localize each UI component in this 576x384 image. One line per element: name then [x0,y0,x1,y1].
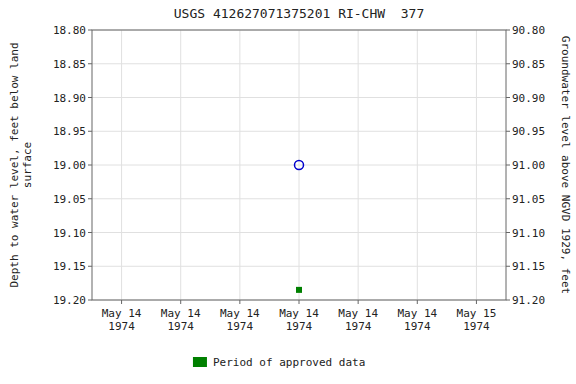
tick-label: 91.00 [512,159,545,172]
tick [88,300,92,301]
tick [417,300,418,304]
tick-label: May 141974 [279,307,319,333]
tick-label: May 141974 [102,307,142,333]
tick [239,300,240,304]
tick [121,300,122,304]
text-line: May 14 [338,307,378,320]
text-line: Groundwater level above NGVD 1929, feet [559,36,572,294]
tick-label: May 151974 [457,307,497,333]
text-line: May 14 [279,307,319,320]
legend-swatch [193,357,207,367]
tick [299,300,300,304]
tick [180,300,181,304]
tick [506,97,510,98]
tick [88,232,92,233]
tick-label: May 141974 [220,307,260,333]
text-line: May 14 [397,307,437,320]
tick [506,131,510,132]
tick [506,63,510,64]
tick [506,300,510,301]
tick [88,198,92,199]
tick-label: 90.85 [512,58,545,71]
tick-label: 91.05 [512,193,545,206]
text-line: 1974 [404,320,431,333]
tick-label: 91.20 [512,294,545,307]
tick [476,300,477,304]
text-line: 1974 [167,320,194,333]
point [295,161,304,170]
text-line: May 15 [457,307,497,320]
tick [506,198,510,199]
tick-label: May 141974 [397,307,437,333]
tick-label: 91.10 [512,227,545,240]
text-line: May 14 [220,307,260,320]
tick-label: 19.20 [53,294,86,307]
grid [92,30,506,300]
tick-label: 19.10 [53,227,86,240]
tick [506,30,510,31]
text-line: 1974 [286,320,313,333]
text-line: surface [21,142,34,188]
text-line: May 14 [102,307,142,320]
text-line: 1974 [227,320,254,333]
tick-label: 90.80 [512,24,545,37]
text-line: 1974 [463,320,490,333]
x-axis: May 141974May 141974May 141974May 141974… [102,300,497,333]
tick-label: 18.95 [53,125,86,138]
tick [506,165,510,166]
tick-label: 90.95 [512,125,545,138]
grid-line [299,30,300,300]
grid-line [358,30,359,300]
text-line: Depth to water level, feet below land [8,42,21,287]
marks [295,161,304,293]
tick-label: 19.05 [53,193,86,206]
tick [88,266,92,267]
axis-label: Depth to water level, feet below landsur… [8,42,34,287]
tick-label: May 141974 [338,307,378,333]
text-line: May 14 [161,307,201,320]
tick [88,97,92,98]
legend: Period of approved data [193,356,365,369]
tick-label: 19.00 [53,159,86,172]
grid-line [239,30,240,300]
tick-label: 19.15 [53,260,86,273]
tick-label: 18.90 [53,92,86,105]
tick [358,300,359,304]
tick-label: 18.80 [53,24,86,37]
tick [88,63,92,64]
text-line: 1974 [108,320,135,333]
text-line: 1974 [345,320,372,333]
chart: USGS 412627071375201 RI-CHW 37718.8018.8… [0,0,576,384]
tick-label: 90.90 [512,92,545,105]
tick [88,165,92,166]
title: USGS 412627071375201 RI-CHW 377 [174,6,424,21]
legend-label: Period of approved data [213,356,365,369]
grid-line [180,30,181,300]
axis-label: Groundwater level above NGVD 1929, feet [559,36,572,294]
grid-line [121,30,122,300]
tick-label: 91.15 [512,260,545,273]
plot-frame [92,30,506,300]
point [296,287,302,293]
tick [506,232,510,233]
tick-label: May 141974 [161,307,201,333]
grid-line [476,30,477,300]
y2-axis: 91.20 91.15 91.10 91.05 91.00 90.95 90.90 90.85… [506,24,572,307]
tick [88,131,92,132]
grid-line [417,30,418,300]
y-axis: 18.80 18.85 18.90 18.95 19.00 19.05 19.10 19.15… [8,24,92,307]
tick [506,266,510,267]
tick-label: 18.85 [53,58,86,71]
tick [88,30,92,31]
